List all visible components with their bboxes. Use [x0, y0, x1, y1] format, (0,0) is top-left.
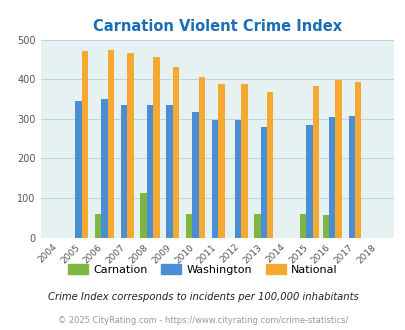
Bar — [211, 119, 218, 238]
Bar — [127, 53, 133, 238]
Bar — [218, 84, 224, 238]
Bar — [185, 214, 192, 238]
Bar — [107, 50, 114, 238]
Bar — [81, 51, 88, 238]
Text: Crime Index corresponds to incidents per 100,000 inhabitants: Crime Index corresponds to incidents per… — [47, 292, 358, 302]
Bar — [266, 92, 273, 238]
Bar — [95, 214, 101, 238]
Bar — [348, 116, 354, 238]
Bar — [354, 82, 360, 238]
Bar — [305, 125, 312, 238]
Bar — [234, 119, 241, 238]
Bar — [299, 214, 305, 238]
Bar — [254, 214, 260, 238]
Legend: Carnation, Washington, National: Carnation, Washington, National — [64, 260, 341, 279]
Bar — [173, 67, 179, 238]
Bar — [147, 105, 153, 238]
Title: Carnation Violent Crime Index: Carnation Violent Crime Index — [92, 19, 341, 34]
Bar — [140, 193, 147, 238]
Bar — [241, 84, 247, 238]
Bar — [101, 99, 107, 238]
Bar — [192, 113, 198, 238]
Text: © 2025 CityRating.com - https://www.cityrating.com/crime-statistics/: © 2025 CityRating.com - https://www.city… — [58, 315, 347, 325]
Bar — [153, 57, 159, 238]
Bar — [260, 127, 266, 238]
Bar — [121, 105, 127, 238]
Bar — [328, 117, 335, 238]
Bar — [198, 77, 205, 238]
Bar — [166, 105, 173, 238]
Bar — [312, 86, 318, 238]
Bar — [335, 81, 341, 238]
Bar — [322, 214, 328, 238]
Bar — [75, 101, 81, 238]
